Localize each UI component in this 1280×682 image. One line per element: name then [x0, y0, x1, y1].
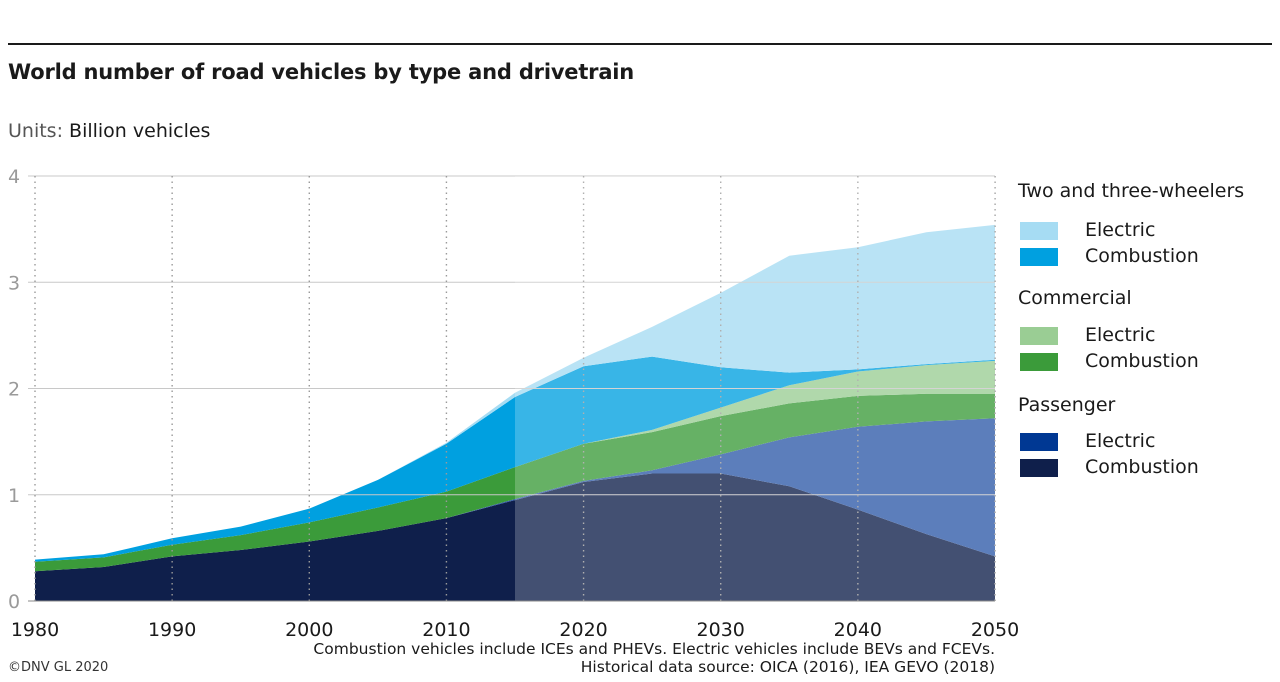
- area-two-and-three-wheelers-electric: [35, 224, 995, 560]
- legend-item-two-three-electric: Electric: [1018, 219, 1280, 244]
- x-tick-label: 2050: [971, 619, 1019, 641]
- legend-swatch: [1020, 327, 1058, 345]
- y-tick-label: 2: [8, 379, 20, 401]
- legend-swatch: [1020, 353, 1058, 371]
- historical-divider-overlay: [515, 176, 995, 601]
- legend-group-passenger: Passenger: [1018, 394, 1116, 416]
- x-tick-label: 2010: [422, 619, 470, 641]
- legend-item-passenger-combustion: Combustion: [1018, 456, 1280, 481]
- areas-layer: [35, 224, 995, 601]
- y-tick-label: 4: [8, 166, 20, 188]
- units-label: Units:: [8, 120, 63, 142]
- legend-label: Combustion: [1085, 245, 1199, 267]
- footnote-source: Historical data source: OICA (2016), IEA…: [580, 658, 995, 676]
- x-tick-label: 2020: [559, 619, 607, 641]
- legend-swatch: [1020, 222, 1058, 240]
- x-tick-label: 2030: [697, 619, 745, 641]
- area-commercial-electric: [35, 360, 995, 562]
- legend-label: Electric: [1085, 219, 1156, 241]
- area-two-and-three-wheelers-combustion: [35, 356, 995, 562]
- legend-swatch: [1020, 248, 1058, 266]
- copyright: ©DNV GL 2020: [8, 660, 109, 675]
- legend-item-commercial-electric: Electric: [1018, 324, 1280, 349]
- legend-label: Electric: [1085, 430, 1156, 452]
- y-tick-label: 1: [8, 485, 20, 507]
- y-tick-label: 3: [8, 272, 20, 294]
- legend-item-commercial-combustion: Combustion: [1018, 350, 1280, 375]
- area-passenger-electric: [35, 418, 995, 572]
- footnote-drivetrain: Combustion vehicles include ICEs and PHE…: [313, 640, 995, 658]
- x-tick-label: 2040: [834, 619, 882, 641]
- x-tick-label: 1990: [148, 619, 196, 641]
- legend-swatch: [1020, 459, 1058, 477]
- legend-group-two-three-wheelers: Two and three-wheelers: [1018, 180, 1245, 202]
- axes-layer: 0 1 2 3 4 1980 1990 2000 2010 2020 2030 2040 2050: [8, 166, 1019, 641]
- legend-swatch: [1020, 433, 1058, 451]
- grid-layer: [28, 175, 996, 601]
- units-value: Billion vehicles: [69, 120, 211, 142]
- area-passenger-combustion: [35, 473, 995, 601]
- units-line: Units: Billion vehicles: [8, 120, 210, 142]
- chart-title: World number of road vehicles by type an…: [8, 60, 635, 84]
- legend-label: Electric: [1085, 324, 1156, 346]
- top-rule: [8, 43, 1272, 45]
- legend-item-passenger-electric: Electric: [1018, 430, 1280, 455]
- y-tick-label: 0: [8, 591, 20, 613]
- legend-item-two-three-combustion: Combustion: [1018, 245, 1280, 270]
- legend-label: Combustion: [1085, 456, 1199, 478]
- x-tick-label: 2000: [285, 619, 333, 641]
- legend-label: Combustion: [1085, 350, 1199, 372]
- area-commercial-combustion: [35, 393, 995, 572]
- legend-group-commercial: Commercial: [1018, 287, 1132, 309]
- x-tick-label: 1980: [11, 619, 59, 641]
